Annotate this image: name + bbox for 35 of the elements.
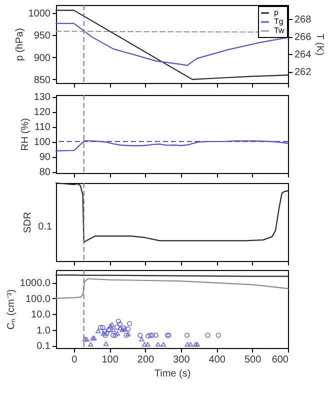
y-tick-label: 100	[34, 137, 51, 148]
y2-tick-label: 268	[294, 14, 312, 26]
x-tick-label: 400	[208, 354, 226, 366]
y2-tick-label: 266	[294, 32, 312, 44]
y-tick-label: 900	[34, 52, 51, 64]
y-axis-title: p (hPa)	[14, 28, 26, 61]
y-tick-label: 80	[39, 167, 51, 178]
y-tick-label: 110	[34, 122, 51, 133]
y-tick-label: 1.0	[36, 325, 51, 336]
y-tick-label: 950	[34, 30, 51, 42]
y-tick-label: 1000.0	[20, 278, 51, 290]
legend-label: Tw	[274, 26, 284, 35]
y-axis-title: Cₙ (cm⁻³)	[6, 289, 17, 330]
y-axis-title: RH (%)	[20, 118, 31, 151]
y-tick-label: 0.1	[36, 341, 51, 352]
x-tick-label: 0	[72, 354, 78, 366]
y-tick-label: 850	[34, 74, 51, 86]
y2-axis-title: T (K)	[314, 33, 326, 56]
x-tick-label: 600	[272, 354, 289, 366]
legend-label: Tg	[274, 17, 284, 26]
y2-tick-label: 262	[294, 67, 312, 78]
y2-tick-label: 264	[294, 50, 312, 61]
y-tick-label: 120	[34, 107, 51, 118]
y-axis-title: SDR	[22, 212, 34, 234]
x-axis-title: Time (s)	[154, 368, 191, 380]
x-tick-label: 300	[173, 354, 190, 366]
x-tick-label: 200	[137, 354, 155, 366]
x-tick-label: 500	[244, 354, 262, 366]
y-tick-label: 90	[39, 152, 51, 163]
y-tick-label: 100.0	[25, 294, 51, 305]
y-tick-label: 130	[34, 92, 51, 103]
y-tick-label: 1000	[28, 8, 51, 20]
legend-label: p	[274, 8, 279, 17]
x-tick-label: 100	[102, 354, 119, 366]
y-tick-label: 10.0	[31, 310, 51, 321]
